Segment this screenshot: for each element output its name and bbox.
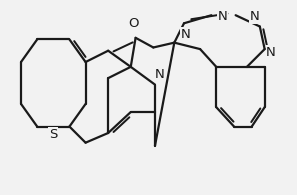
Text: N: N xyxy=(155,68,165,81)
Text: N: N xyxy=(266,46,276,59)
Text: N: N xyxy=(181,28,190,41)
Text: O: O xyxy=(129,17,139,30)
Text: S: S xyxy=(49,128,58,141)
Text: N: N xyxy=(218,10,228,23)
Text: N: N xyxy=(250,10,260,23)
